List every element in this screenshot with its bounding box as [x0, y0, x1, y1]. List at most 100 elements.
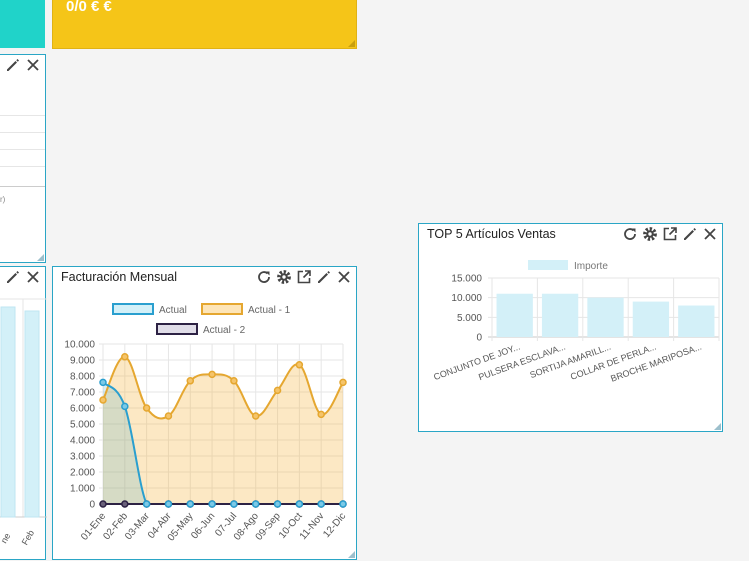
legend-swatch-actual-1[interactable] — [201, 303, 243, 315]
y-tick-label: 6.000 — [70, 404, 95, 415]
y-tick-label: 7.000 — [70, 388, 95, 399]
y-tick-label: 9.000 — [70, 356, 95, 367]
data-point[interactable] — [142, 500, 151, 508]
data-point[interactable] — [142, 404, 151, 412]
widget-title: TOP 5 Artículos Ventas — [427, 227, 556, 241]
x-tick-label: 03-Mar — [123, 510, 152, 542]
x-tick-label: 12-Dic — [321, 511, 348, 540]
table-row — [0, 132, 45, 133]
data-point[interactable] — [273, 500, 282, 508]
data-point[interactable] — [339, 500, 347, 508]
data-point[interactable] — [317, 500, 325, 508]
x-tick-label: 09-Sep — [254, 511, 283, 543]
widget-toolbar — [4, 268, 42, 286]
resize-handle[interactable] — [348, 40, 355, 47]
gear-icon[interactable] — [641, 225, 659, 243]
y-tick-label: 4.000 — [70, 436, 95, 447]
x-tick-label: Feb — [20, 528, 36, 546]
x-tick-label: 06-Jun — [189, 511, 217, 541]
x-tick-label: ne — [0, 531, 12, 545]
table-row — [0, 115, 45, 116]
widget-title: Facturación Mensual — [61, 270, 178, 284]
left-table-widget: r) — [0, 54, 46, 263]
table-row — [0, 149, 45, 150]
gear-icon[interactable] — [275, 268, 293, 286]
bar — [0, 306, 16, 518]
y-tick-label: 5.000 — [457, 313, 482, 324]
data-point[interactable] — [295, 500, 304, 508]
y-tick-label: 2.000 — [70, 468, 95, 479]
kpi-value: 0/0 € € — [66, 0, 112, 15]
y-tick-label: 10.000 — [64, 340, 95, 351]
left-chart-widget: ne Feb — [0, 266, 47, 560]
legend-label-importe: Importe — [574, 261, 608, 272]
external-link-icon[interactable] — [295, 268, 313, 286]
data-point[interactable] — [339, 378, 347, 387]
data-point[interactable] — [295, 361, 304, 369]
y-tick-label: 8.000 — [70, 372, 95, 383]
external-link-icon[interactable] — [661, 225, 679, 243]
data-point[interactable] — [164, 412, 173, 420]
close-icon[interactable] — [24, 56, 42, 74]
data-point[interactable] — [99, 500, 107, 508]
bar — [24, 310, 40, 518]
data-point[interactable] — [230, 500, 238, 508]
pencil-icon[interactable] — [315, 268, 333, 286]
y-tick-label: 10.000 — [451, 293, 482, 304]
data-point[interactable] — [208, 500, 216, 508]
teal-kpi-tile — [0, 0, 45, 48]
top5-widget: TOP 5 Artículos Ventas Importe 0 5.000 10.… — [418, 223, 723, 432]
data-point[interactable] — [186, 377, 195, 385]
data-point[interactable] — [121, 402, 129, 411]
y-tick-label: 0 — [89, 500, 95, 511]
bar[interactable] — [541, 293, 579, 337]
x-tick-label: 11-Nov — [298, 511, 327, 542]
legend-swatch-actual[interactable] — [112, 303, 154, 315]
series-area — [103, 356, 343, 504]
facturacion-widget: Facturación Mensual Actual Actual - 1 Ac… — [52, 266, 357, 560]
data-point[interactable] — [317, 410, 325, 419]
table-row — [0, 186, 45, 187]
data-point[interactable] — [186, 500, 195, 508]
close-icon[interactable] — [335, 268, 353, 286]
kpi-tile: 0/0 € € — [52, 0, 357, 49]
bar[interactable] — [496, 293, 533, 337]
data-point[interactable] — [99, 396, 107, 404]
data-point[interactable] — [273, 386, 282, 395]
chart-legend: Importe — [528, 260, 608, 272]
data-point[interactable] — [121, 500, 129, 508]
table-note: r) — [0, 195, 6, 204]
pencil-icon[interactable] — [4, 268, 22, 286]
data-point[interactable] — [208, 370, 216, 379]
bar[interactable] — [678, 305, 715, 337]
data-point[interactable] — [164, 500, 173, 508]
close-icon[interactable] — [701, 225, 719, 243]
resize-handle[interactable] — [37, 254, 44, 261]
legend-label-actual-1: Actual - 1 — [248, 305, 291, 316]
series-area — [103, 382, 343, 504]
legend-swatch-importe[interactable] — [528, 260, 568, 270]
widget-toolbar — [4, 56, 42, 74]
refresh-icon[interactable] — [621, 225, 639, 243]
data-point[interactable] — [251, 412, 260, 420]
data-point[interactable] — [121, 353, 129, 361]
y-tick-label: 0 — [476, 333, 482, 344]
resize-handle[interactable] — [348, 551, 355, 558]
pencil-icon[interactable] — [681, 225, 699, 243]
left-mini-chart: ne Feb — [0, 298, 47, 547]
data-point[interactable] — [251, 500, 260, 508]
y-tick-label: 3.000 — [70, 452, 95, 463]
bar[interactable] — [632, 301, 670, 337]
table-row — [0, 166, 45, 167]
close-icon[interactable] — [24, 268, 42, 286]
refresh-icon[interactable] — [255, 268, 273, 286]
pencil-icon[interactable] — [4, 56, 22, 74]
data-point[interactable] — [99, 378, 107, 387]
bar[interactable] — [587, 297, 624, 337]
data-point[interactable] — [230, 377, 238, 385]
resize-handle[interactable] — [714, 423, 721, 430]
y-tick-label: 1.000 — [70, 484, 95, 495]
legend-swatch-actual-2[interactable] — [156, 323, 198, 335]
widget-toolbar — [255, 268, 353, 286]
